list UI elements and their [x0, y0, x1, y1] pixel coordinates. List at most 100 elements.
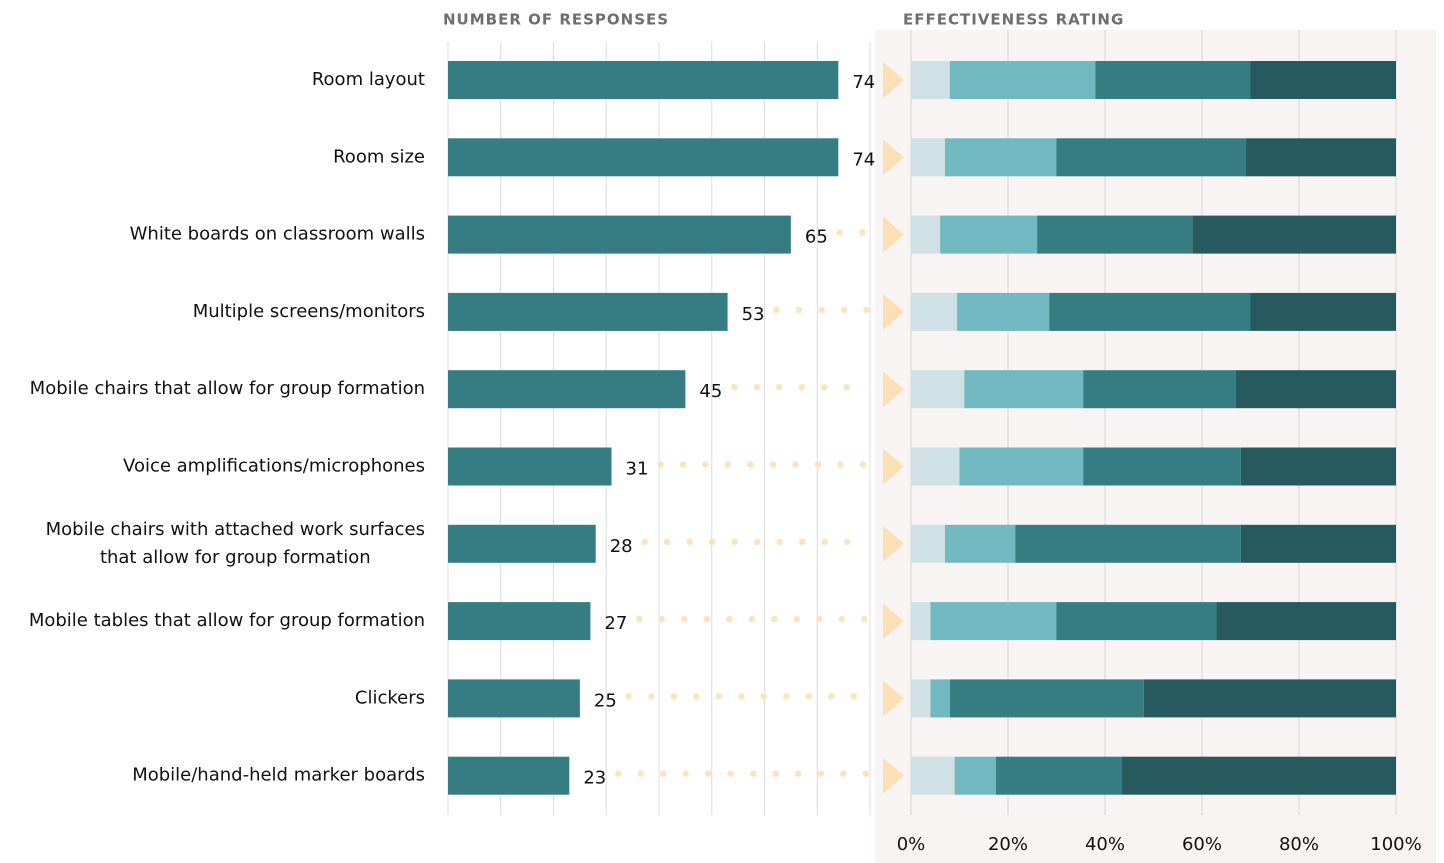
leader-dot	[702, 461, 709, 468]
leader-dot	[686, 538, 693, 545]
category-label: Room layout	[312, 69, 425, 90]
leader-dot	[769, 461, 777, 468]
segment	[1240, 447, 1396, 486]
leader-dot	[836, 229, 843, 236]
value-label: 23	[583, 768, 606, 789]
leader-dot	[862, 770, 869, 777]
bar	[448, 215, 791, 254]
arrow	[883, 216, 904, 253]
segment	[911, 756, 955, 795]
value-label: 45	[699, 381, 722, 402]
segment	[995, 756, 1122, 795]
leader-dot	[637, 770, 644, 777]
segment	[1121, 756, 1396, 795]
leader-dot	[660, 770, 667, 777]
category-label: Mobile chairs that allow for group forma…	[30, 378, 425, 399]
arrow	[883, 680, 904, 717]
x-tick-label: 80%	[1279, 834, 1319, 855]
value-label: 74	[852, 72, 875, 93]
leader-dot	[760, 693, 767, 700]
leader-dot	[747, 461, 754, 468]
category-label: Voice amplifications/microphones	[123, 456, 425, 477]
segment	[940, 215, 1038, 254]
category-label: Room size	[333, 146, 425, 167]
leader-dot	[861, 615, 868, 623]
segment	[911, 215, 941, 254]
leader-dot	[817, 770, 824, 777]
leader-dot	[693, 693, 700, 700]
leader-dot	[837, 461, 844, 468]
segment	[1192, 215, 1396, 254]
leader-dot	[703, 615, 711, 623]
leader-dot	[625, 693, 632, 700]
segment	[1095, 61, 1251, 99]
leader-dot	[715, 693, 722, 700]
leader-dot	[648, 693, 655, 700]
segment	[1083, 370, 1236, 409]
bar	[448, 61, 839, 99]
leader-dot	[798, 538, 806, 545]
x-tick-label: 60%	[1182, 834, 1222, 855]
arrow	[883, 448, 904, 485]
leader-dot	[821, 384, 828, 391]
segment	[911, 292, 958, 331]
leader-dot	[805, 693, 812, 700]
x-tick-label: 20%	[988, 834, 1028, 855]
right-title: EFFECTIVENESS RATING	[903, 11, 1124, 29]
leader-dot	[859, 229, 866, 236]
leader-dot	[708, 538, 716, 545]
segment	[1083, 447, 1241, 486]
segment	[1056, 138, 1246, 177]
segment	[911, 370, 965, 409]
segment	[1037, 215, 1193, 254]
leader-dot	[681, 615, 688, 623]
bar	[448, 447, 612, 486]
leader-dot	[753, 538, 761, 545]
leader-dot	[840, 770, 847, 777]
leader-dot	[682, 770, 689, 777]
arrow	[883, 139, 904, 176]
category-label: Mobile tables that allow for group forma…	[29, 610, 425, 631]
segment	[911, 447, 960, 486]
segment	[949, 61, 1096, 99]
leader-dot	[658, 615, 666, 623]
arrow	[883, 525, 904, 562]
value-label: 31	[626, 459, 649, 480]
leader-dot	[795, 306, 803, 314]
segment	[944, 138, 1057, 177]
arrow	[883, 371, 904, 408]
segment	[911, 679, 931, 718]
leader-dot	[863, 306, 870, 314]
segment	[1235, 370, 1396, 409]
value-label: 25	[594, 690, 617, 711]
category-label: Mobile chairs with attached work surface…	[46, 519, 425, 568]
leader-dot	[843, 384, 850, 391]
bar	[448, 602, 591, 641]
leader-dot	[771, 615, 778, 623]
leader-dot	[843, 538, 851, 545]
segment	[1250, 292, 1396, 331]
leader-dot	[816, 615, 823, 623]
leader-dot	[838, 615, 846, 623]
value-label: 27	[604, 613, 627, 634]
bar	[448, 370, 686, 409]
category-line: Mobile chairs with attached work surface…	[46, 519, 425, 540]
leader-dot	[636, 615, 643, 623]
leader-dot	[731, 538, 738, 545]
leader-dot	[738, 693, 745, 700]
leader-dot	[615, 770, 622, 777]
segment	[1240, 524, 1396, 563]
x-tick-label: 40%	[1085, 834, 1125, 855]
leader-dot	[821, 538, 828, 545]
segment	[930, 602, 1057, 641]
segment	[911, 138, 945, 177]
leader-dot	[670, 693, 677, 700]
x-tick-label: 100%	[1370, 834, 1421, 855]
leader-dot	[776, 384, 783, 391]
leader-dot	[793, 615, 801, 623]
value-label: 53	[742, 304, 765, 325]
leader-dot	[828, 693, 835, 700]
segment	[1056, 602, 1217, 641]
value-label: 28	[610, 536, 633, 557]
